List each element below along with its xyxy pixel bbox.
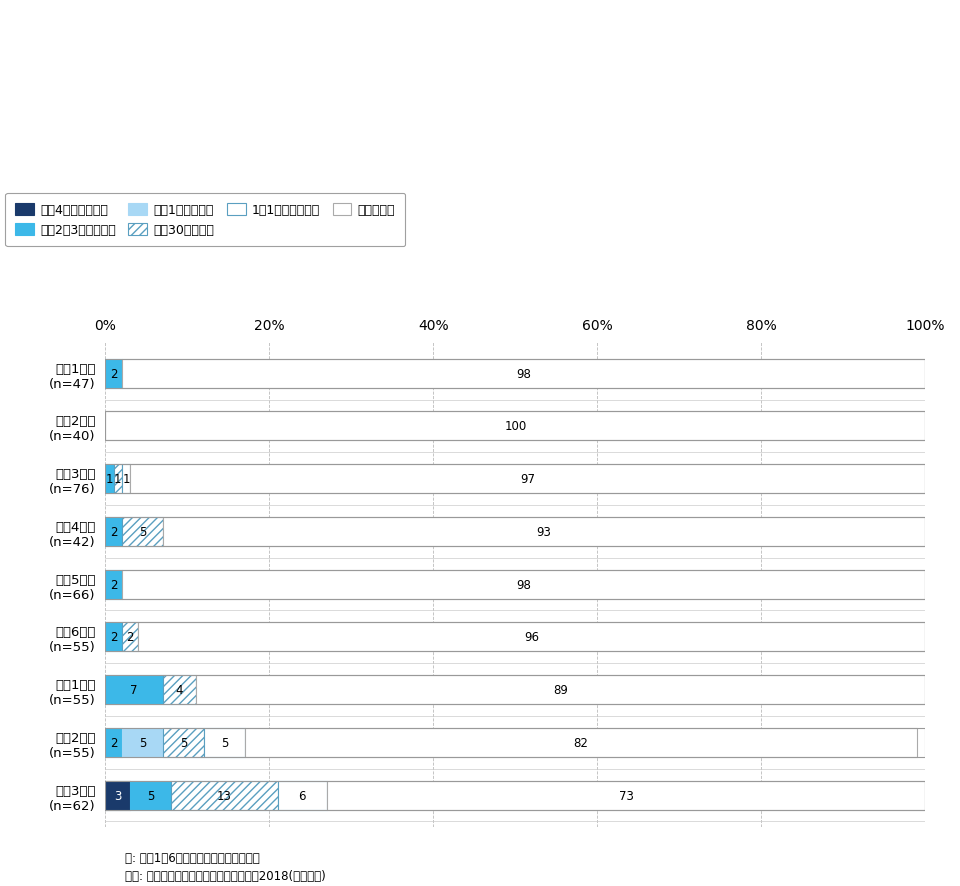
Bar <box>163 517 925 547</box>
Text: 2: 2 <box>109 736 117 749</box>
Bar <box>122 517 163 547</box>
Bar <box>196 675 925 704</box>
Text: 93: 93 <box>537 525 551 539</box>
Bar <box>106 360 122 388</box>
Bar <box>106 464 113 494</box>
Bar <box>204 728 245 757</box>
Bar <box>106 728 925 757</box>
Text: 2: 2 <box>109 578 117 591</box>
Text: 2: 2 <box>109 525 117 539</box>
Text: 1: 1 <box>122 472 130 486</box>
Text: 注: 関東1都6県在住の小中学生が回答。: 注: 関東1都6県在住の小中学生が回答。 <box>125 851 259 864</box>
Text: 13: 13 <box>217 789 231 802</box>
Bar <box>122 570 925 599</box>
Bar <box>163 728 204 757</box>
Bar <box>277 781 326 810</box>
Bar <box>106 517 122 547</box>
Text: 4: 4 <box>176 683 183 696</box>
Bar <box>171 781 277 810</box>
Bar <box>122 728 163 757</box>
Bar <box>106 517 925 547</box>
Bar <box>122 360 925 388</box>
Text: 5: 5 <box>180 736 187 749</box>
Bar <box>106 623 122 651</box>
Text: 2: 2 <box>109 368 117 380</box>
Bar <box>130 781 171 810</box>
Text: 5: 5 <box>147 789 155 802</box>
Text: 3: 3 <box>114 789 122 802</box>
Text: 出所: 子どものケータイ利用に関する調査2018(訪問留置): 出所: 子どものケータイ利用に関する調査2018(訪問留置) <box>125 868 325 882</box>
Text: 98: 98 <box>516 368 531 380</box>
Bar <box>326 781 925 810</box>
Text: 5: 5 <box>221 736 228 749</box>
Legend: 毎日4時間より多い, 毎日2～3時間くらい, 毎日1時間くらい, 毎日30分くらい, 1日1回より少ない, していない: 毎日4時間より多い, 毎日2～3時間くらい, 毎日1時間くらい, 毎日30分くら… <box>5 193 405 247</box>
Text: 89: 89 <box>553 683 568 696</box>
Bar <box>163 675 196 704</box>
Text: 100: 100 <box>504 420 526 433</box>
Bar <box>106 360 925 388</box>
Bar <box>130 464 925 494</box>
Text: 5: 5 <box>138 736 146 749</box>
Bar <box>106 623 925 651</box>
Bar <box>106 412 925 441</box>
Text: 7: 7 <box>131 683 138 696</box>
Bar <box>113 464 122 494</box>
Bar <box>122 464 130 494</box>
Bar <box>106 412 925 441</box>
Text: 6: 6 <box>299 789 306 802</box>
Text: 1: 1 <box>106 472 113 486</box>
Bar <box>106 781 130 810</box>
Text: 5: 5 <box>138 525 146 539</box>
Text: 96: 96 <box>524 631 540 643</box>
Text: 82: 82 <box>573 736 588 749</box>
Bar <box>106 675 925 704</box>
Bar <box>106 675 163 704</box>
Text: 1: 1 <box>114 472 122 486</box>
Bar <box>106 728 122 757</box>
Text: 2: 2 <box>109 631 117 643</box>
Bar <box>106 570 122 599</box>
Bar <box>122 623 138 651</box>
Bar <box>138 623 925 651</box>
Text: 2: 2 <box>127 631 133 643</box>
Text: 98: 98 <box>516 578 531 591</box>
Bar <box>106 781 925 810</box>
Bar <box>106 464 925 494</box>
Text: 97: 97 <box>520 472 535 486</box>
Text: 73: 73 <box>618 789 634 802</box>
Bar <box>245 728 917 757</box>
Bar <box>106 570 925 599</box>
